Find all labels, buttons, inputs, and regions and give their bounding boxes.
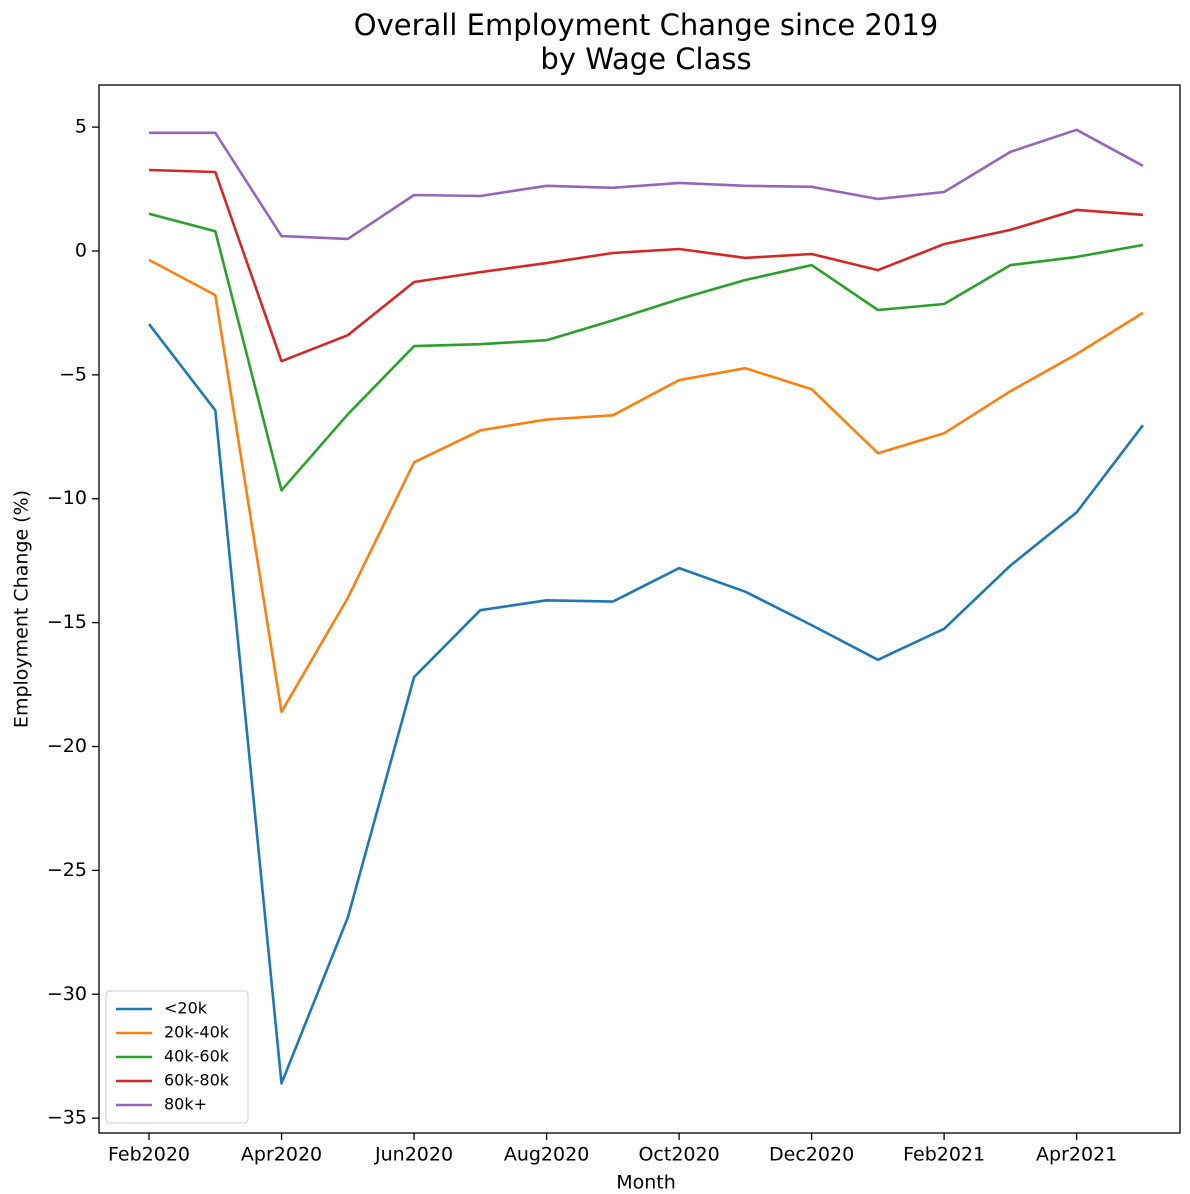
plot-frame <box>98 84 1181 1134</box>
data-line <box>147 323 1144 1085</box>
data-line <box>148 212 1144 492</box>
x-tick-label: Feb2020 <box>108 1144 190 1166</box>
y-axis-label: Employment Change (%) <box>11 490 33 728</box>
chart-title: Overall Employment Change since 2019 <box>354 8 938 42</box>
x-tick-label: Dec2020 <box>769 1144 854 1166</box>
x-tick-label: Apr2021 <box>1036 1144 1117 1166</box>
y-tick-label: −15 <box>47 611 87 633</box>
legend-box <box>105 990 249 1124</box>
data-line <box>148 168 1143 363</box>
x-tick-label: Jun2020 <box>374 1144 453 1166</box>
legend: <20k 20k-40k 40k-60k 60k-80k 80k+ <box>105 990 249 1124</box>
x-tick-label: Apr2020 <box>241 1144 322 1166</box>
x-tick-label: Oct2020 <box>638 1144 719 1166</box>
data-line <box>148 258 1144 714</box>
x-tick-label: Feb2021 <box>903 1144 985 1166</box>
legend-label: 40k-60k <box>164 1047 230 1066</box>
legend-label: 20k-40k <box>164 1023 230 1042</box>
y-tick-label: −25 <box>47 859 87 881</box>
x-axis-label: Month <box>616 1172 676 1194</box>
y-tick-label: 5 <box>75 116 87 138</box>
legend-label: 80k+ <box>164 1095 207 1114</box>
legend-label: 60k-80k <box>164 1071 230 1090</box>
x-tick-label: Aug2020 <box>504 1144 589 1166</box>
legend-label: <20k <box>164 999 208 1018</box>
y-tick-label: −35 <box>47 1107 87 1129</box>
data-line <box>149 128 1144 241</box>
y-tick-label: 0 <box>75 239 87 261</box>
chart-title: by Wage Class <box>540 42 751 76</box>
y-tick-label: −5 <box>59 363 87 385</box>
y-tick-label: −20 <box>47 735 87 757</box>
y-tick-label: −30 <box>47 983 87 1005</box>
y-tick-label: −10 <box>47 487 87 509</box>
